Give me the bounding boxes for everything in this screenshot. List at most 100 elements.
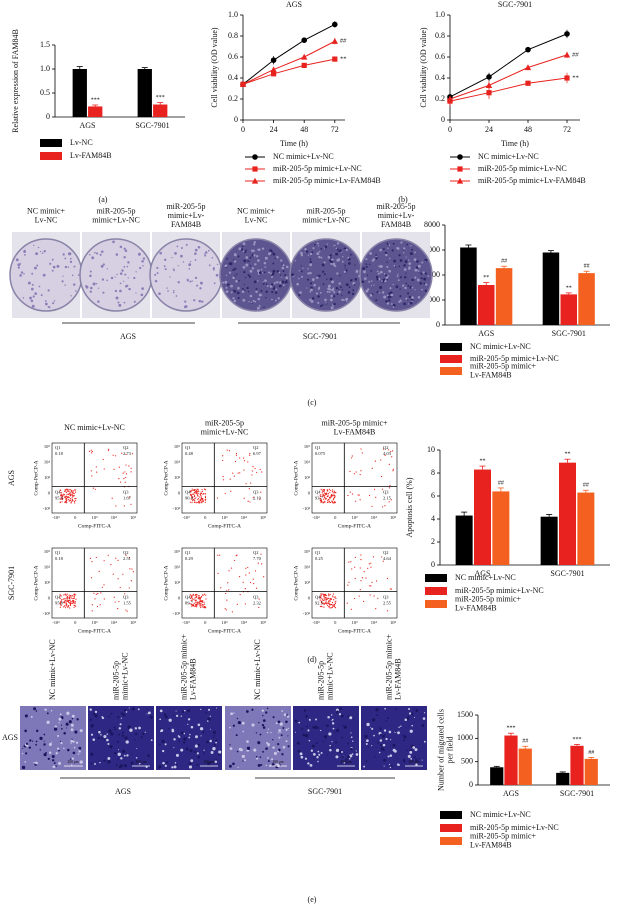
- flow-dot: [197, 492, 199, 494]
- cell-dot: [309, 720, 311, 722]
- cell-dot: [125, 740, 129, 744]
- scale-bar-label: 200 μm: [135, 760, 146, 764]
- colony-dot: [52, 302, 55, 305]
- colony-dot: [378, 265, 381, 268]
- cell-dot: [262, 750, 264, 753]
- flow-dot: [202, 498, 204, 500]
- flow-dot: [384, 454, 386, 456]
- colony-dot: [328, 291, 331, 293]
- flow-dot: [200, 600, 202, 602]
- flow-dot: [119, 586, 121, 589]
- flow-dot: [328, 602, 330, 604]
- cell-dot: [212, 730, 217, 734]
- flow-x-tick: 10³: [352, 620, 359, 625]
- cell-dot: [144, 731, 146, 733]
- flow-dot: [322, 599, 324, 601]
- flow-dot: [222, 476, 224, 478]
- flow-dot: [197, 495, 199, 497]
- colony-dot: [15, 258, 19, 262]
- flow-y-tick: 10³: [174, 580, 181, 585]
- colony-dot: [352, 289, 355, 292]
- cell-dot: [92, 712, 96, 716]
- colony-dot: [417, 270, 420, 273]
- flow-dot: [60, 603, 62, 605]
- cell-dot: [90, 762, 92, 765]
- cell-dot: [229, 726, 231, 729]
- flow-dot: [62, 497, 64, 499]
- colony-dot: [388, 244, 391, 247]
- colony-dot: [224, 280, 228, 284]
- cell-dot: [422, 717, 426, 720]
- colony-dot: [348, 262, 351, 265]
- flow-dot: [67, 493, 70, 496]
- legend-label: Lv-FAM84B: [70, 151, 112, 160]
- colony-dot: [31, 283, 34, 286]
- y-axis-label: Cell viability (OD value): [419, 27, 428, 108]
- colony-dot: [205, 251, 208, 253]
- colony-dot: [173, 290, 175, 292]
- cell-dot: [176, 714, 179, 717]
- series-line: [449, 33, 568, 98]
- colony-dot: [73, 265, 76, 268]
- flow-dot: [226, 599, 228, 601]
- cell-dot: [57, 734, 60, 737]
- flow-dot: [192, 496, 194, 498]
- colony-dot: [405, 297, 408, 300]
- cell-dot: [415, 763, 418, 766]
- cell-dot: [365, 760, 368, 762]
- cell-dot: [45, 751, 47, 754]
- cell-dot: [414, 708, 416, 710]
- flow-dot: [259, 468, 261, 471]
- quadrant-value: 0.25: [315, 556, 324, 561]
- flow-dot: [88, 450, 91, 452]
- flow-dot: [243, 497, 245, 499]
- cell-dot: [213, 736, 215, 738]
- colony-dot: [230, 284, 233, 288]
- cell-dot: [410, 712, 414, 716]
- plate: [359, 238, 433, 312]
- colony-dot: [327, 284, 331, 288]
- flow-dot: [65, 495, 67, 497]
- colony-dot: [49, 262, 52, 265]
- cell-dot: [200, 735, 202, 737]
- flow-dot: [92, 487, 94, 489]
- colony-dot: [137, 252, 141, 256]
- cell-dot: [407, 715, 410, 718]
- colony-dot: [393, 265, 396, 267]
- cell-dot: [113, 752, 117, 755]
- colony-dot: [416, 260, 419, 263]
- cell-dot: [412, 746, 416, 749]
- colony-dot: [238, 247, 242, 251]
- flow-dot: [66, 605, 68, 607]
- flow-dot: [115, 505, 117, 507]
- flow-dot: [189, 603, 191, 605]
- cell-dot: [147, 754, 150, 758]
- colony-dot: [388, 299, 391, 302]
- chart-title: AGS: [286, 0, 302, 9]
- flow-dot: [362, 600, 365, 602]
- colony-dot: [89, 290, 92, 293]
- colony-dot: [294, 260, 297, 262]
- flow-dot: [243, 469, 245, 471]
- cell-dot: [384, 707, 386, 710]
- flow-dot: [245, 483, 247, 485]
- flow-dot: [323, 500, 325, 502]
- cell-dot: [266, 731, 269, 734]
- flow-dot: [66, 599, 68, 601]
- cell-dot: [277, 720, 281, 724]
- colony-dot: [285, 265, 289, 269]
- flow-dot: [347, 494, 349, 497]
- flow-dot: [346, 602, 348, 604]
- flow-dot: [204, 496, 207, 499]
- cell-dot: [311, 744, 315, 748]
- cell-dot: [118, 733, 120, 736]
- cell-dot: [209, 761, 212, 764]
- cell-dot: [160, 729, 164, 732]
- colony-dot: [341, 298, 344, 301]
- flow-dot: [193, 494, 196, 496]
- flow-dot: [194, 605, 196, 607]
- flow-dot: [361, 577, 364, 579]
- flow-dot: [331, 606, 333, 609]
- cell-dot: [367, 746, 369, 748]
- colony-dot: [342, 256, 344, 258]
